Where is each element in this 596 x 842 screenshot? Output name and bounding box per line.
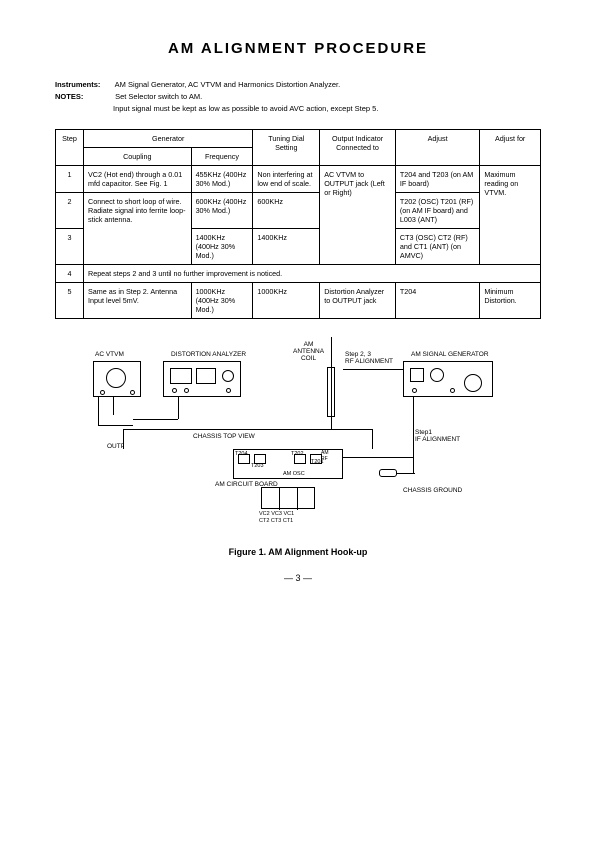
- wire: [343, 457, 413, 458]
- cell-tuning: 1000KHz: [253, 283, 320, 319]
- th-adjust: Adjust: [395, 130, 479, 166]
- knob-icon: [100, 390, 105, 395]
- label-am-rf: AM RF: [321, 450, 329, 462]
- knob-icon: [226, 388, 231, 393]
- cell-coupling: Same as in Step 2. Antenna Input level 5…: [84, 283, 192, 319]
- notes-label: NOTES:: [55, 91, 113, 103]
- table-row: 5 Same as in Step 2. Antenna Input level…: [56, 283, 541, 319]
- knob-icon: [450, 388, 455, 393]
- wire: [413, 437, 414, 473]
- cell-fullrow: Repeat steps 2 and 3 until no further im…: [84, 265, 541, 283]
- knob-icon: [172, 388, 177, 393]
- label-distortion-analyzer: DISTORTION ANALYZER: [171, 351, 246, 358]
- antenna-coil-icon: [327, 367, 335, 417]
- cell-step: 3: [56, 229, 84, 265]
- th-output: Output Indicator Connected to: [320, 130, 396, 166]
- am-signal-generator-box: [403, 361, 493, 397]
- notes-line-1: Set Selector switch to AM.: [115, 92, 202, 101]
- distortion-analyzer-box: [163, 361, 241, 397]
- label-step1: Step1 IF ALIGNMENT: [415, 429, 460, 443]
- instruments-label: Instruments:: [55, 79, 113, 91]
- cell-tuning: Non interfering at low end of scale.: [253, 166, 320, 193]
- th-adjustfor: Adjust for: [480, 130, 541, 166]
- hookup-diagram: AC VTVM DISTORTION ANALYZER AM ANTENNA C…: [83, 337, 513, 537]
- knob-icon: [464, 374, 482, 392]
- label-am-signal-gen: AM SIGNAL GENERATOR: [411, 351, 489, 358]
- label-vc: VC2 VC3 VC1 CT2 CT3 CT1: [259, 511, 294, 524]
- table-header-row-1: Step Generator Tuning Dial Setting Outpu…: [56, 130, 541, 148]
- cell-step: 1: [56, 166, 84, 193]
- cell-adjust: T204: [395, 283, 479, 319]
- table-row: 2 Connect to short loop of wire. Radiate…: [56, 193, 541, 229]
- knob-icon: [222, 370, 234, 382]
- cell-tuning: 600KHz: [253, 193, 320, 229]
- cell-coupling: VC2 (Hot end) through a 0.01 mfd capacit…: [84, 166, 192, 193]
- procedure-table: Step Generator Tuning Dial Setting Outpu…: [55, 129, 541, 319]
- wire: [413, 397, 414, 437]
- wire: [133, 419, 178, 420]
- panel-icon: [170, 368, 192, 384]
- knob-icon: [130, 390, 135, 395]
- dial-icon: [430, 368, 444, 382]
- notes-line-2: Input signal must be kept as low as poss…: [113, 103, 541, 115]
- table-row: 4 Repeat steps 2 and 3 until no further …: [56, 265, 541, 283]
- cell-adjustfor: Maximum reading on VTVM.: [480, 166, 541, 265]
- cell-step: 2: [56, 193, 84, 229]
- th-tuning: Tuning Dial Setting: [253, 130, 320, 166]
- meter-icon: [106, 368, 126, 388]
- wire: [178, 397, 179, 419]
- vc-block: [261, 487, 315, 509]
- cell-frequency: 1400KHz (400Hz 30% Mod.): [191, 229, 253, 265]
- cell-output: Distortion Analyzer to OUTPUT jack: [320, 283, 396, 319]
- wire: [98, 425, 133, 426]
- cell-frequency: 1000KHz (400Hz 30% Mod.): [191, 283, 253, 319]
- cell-adjust: T204 and T203 (on AM IF board): [395, 166, 479, 193]
- th-step: Step: [56, 130, 84, 166]
- page-title: AM ALIGNMENT PROCEDURE: [55, 40, 541, 57]
- cell-frequency: 600KHz (400Hz 30% Mod.): [191, 193, 253, 229]
- cell-adjust: CT3 (OSC) CT2 (RF) and CT1 (ANT) (on AMV…: [395, 229, 479, 265]
- panel-icon: [410, 368, 424, 382]
- label-step23: Step 2, 3 RF ALIGNMENT: [345, 351, 393, 365]
- label-t202: T202: [291, 451, 304, 457]
- intro-block: Instruments: AM Signal Generator, AC VTV…: [55, 79, 541, 115]
- knob-icon: [184, 388, 189, 393]
- cell-adjust: T202 (OSC) T201 (RF) (on AM IF board) an…: [395, 193, 479, 229]
- cell-frequency: 455KHz (400Hz 30% Mod.): [191, 166, 253, 193]
- cell-tuning: 1400KHz: [253, 229, 320, 265]
- figure-caption: Figure 1. AM Alignment Hook-up: [55, 547, 541, 557]
- cell-output: AC VTVM to OUTPUT jack (Left or Right): [320, 166, 396, 265]
- label-t204: T204: [235, 451, 248, 457]
- table-row: 1 VC2 (Hot end) through a 0.01 mfd capac…: [56, 166, 541, 193]
- th-coupling: Coupling: [84, 148, 192, 166]
- meter-panel-icon: [196, 368, 216, 384]
- label-am-osc: AM OSC: [283, 471, 305, 477]
- knob-icon: [412, 388, 417, 393]
- wire: [397, 473, 415, 474]
- label-chassis-ground: CHASSIS GROUND: [403, 487, 462, 494]
- cell-step: 5: [56, 283, 84, 319]
- label-am-antenna: AM ANTENNA COIL: [293, 341, 324, 362]
- label-t203: T203: [251, 463, 264, 469]
- label-chassis: CHASSIS TOP VIEW: [193, 433, 255, 440]
- cell-coupling: Connect to short loop of wire. Radiate s…: [84, 193, 192, 265]
- th-frequency: Frequency: [191, 148, 253, 166]
- wire: [98, 397, 99, 425]
- label-ac-vtvm: AC VTVM: [95, 351, 124, 358]
- wire: [343, 369, 403, 370]
- cell-adjustfor: Minimum Distortion.: [480, 283, 541, 319]
- ac-vtvm-box: [93, 361, 141, 397]
- wire: [113, 397, 114, 415]
- page-number: — 3 —: [55, 573, 541, 583]
- th-generator: Generator: [84, 130, 253, 148]
- ground-clip-icon: [379, 469, 397, 477]
- cell-step: 4: [56, 265, 84, 283]
- instruments-text: AM Signal Generator, AC VTVM and Harmoni…: [115, 80, 341, 89]
